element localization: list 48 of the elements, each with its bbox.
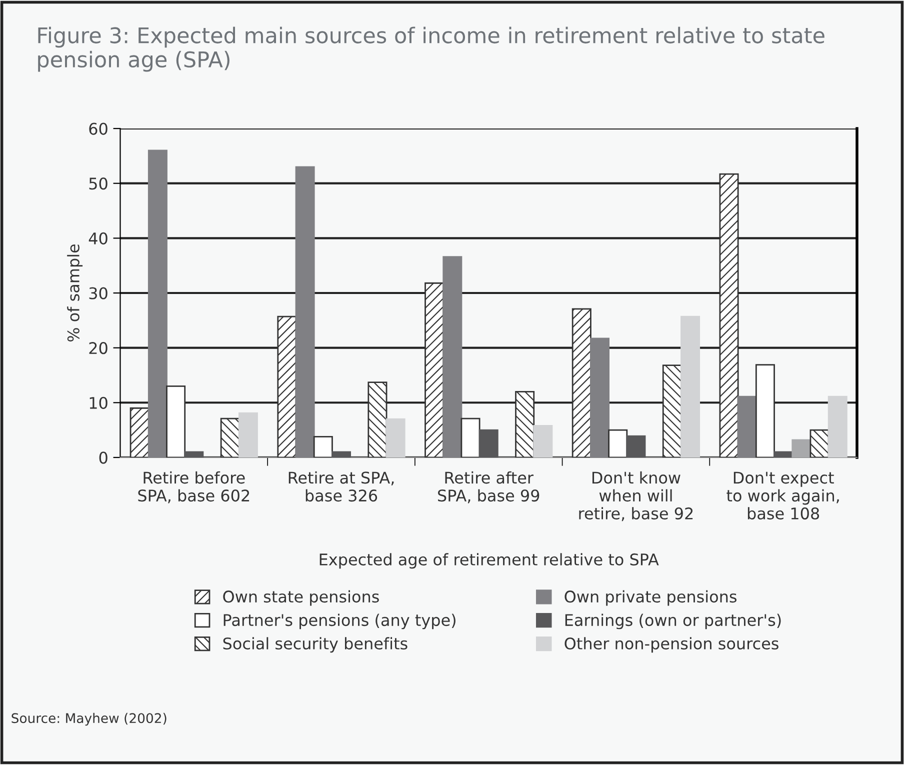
bar xyxy=(626,435,646,458)
bar xyxy=(515,390,535,458)
legend-label: Own state pensions xyxy=(223,590,379,606)
legend-label: Other non-pension sources xyxy=(564,637,778,653)
bar xyxy=(810,429,830,458)
legend-label: Partner's pensions (any type) xyxy=(224,614,456,630)
legend-label: Earnings (own or partner's) xyxy=(565,614,781,630)
bar xyxy=(368,382,388,458)
x-tick-label: Retire before SPA, base 602 xyxy=(138,471,250,504)
legend-label: Social security benefits xyxy=(223,637,408,653)
y-tick-label: 30 xyxy=(89,287,108,300)
bar xyxy=(386,418,406,458)
y-tick-label: 10 xyxy=(90,396,108,409)
y-tick-label: 50 xyxy=(89,178,108,190)
bar xyxy=(238,412,258,458)
x-axis-title: Expected age of retirement relative to SPA xyxy=(320,553,659,569)
bar xyxy=(313,436,333,458)
y-tick-label: 60 xyxy=(89,122,108,135)
bar xyxy=(680,316,700,458)
x-tick-label: Retire after SPA, base 99 xyxy=(438,471,540,504)
bar xyxy=(572,308,592,458)
bar xyxy=(774,451,794,458)
y-tick-label: 20 xyxy=(89,342,108,354)
legend-label: Own private pensions xyxy=(564,590,736,606)
bar xyxy=(332,451,352,458)
bar xyxy=(792,439,812,458)
bar xyxy=(828,396,848,458)
bar xyxy=(533,424,553,458)
x-tick-label: Retire at SPA, base 326 xyxy=(288,471,394,502)
source-note: Source: Mayhew (2002) xyxy=(12,712,166,726)
bar xyxy=(184,451,204,458)
y-tick-label: 40 xyxy=(88,232,108,244)
x-tick-label: Don't know when will retire, base 92 xyxy=(579,471,693,522)
y-axis-title: % of sample xyxy=(67,244,83,342)
bar xyxy=(277,316,297,458)
y-tick-label: 0 xyxy=(99,452,108,464)
x-tick-label: Don't expect to work again, base 108 xyxy=(726,472,839,520)
bar xyxy=(460,418,480,458)
bar xyxy=(755,364,775,458)
bar xyxy=(130,407,150,458)
bar xyxy=(719,173,739,458)
bar xyxy=(220,418,240,458)
bar xyxy=(608,429,628,458)
bar xyxy=(662,364,682,458)
chart-title: Figure 3: Expected main sources of income in retirement relative to state pension age (SPA) xyxy=(38,26,824,72)
bar xyxy=(478,429,498,458)
bar xyxy=(166,386,186,458)
bar xyxy=(424,282,444,458)
